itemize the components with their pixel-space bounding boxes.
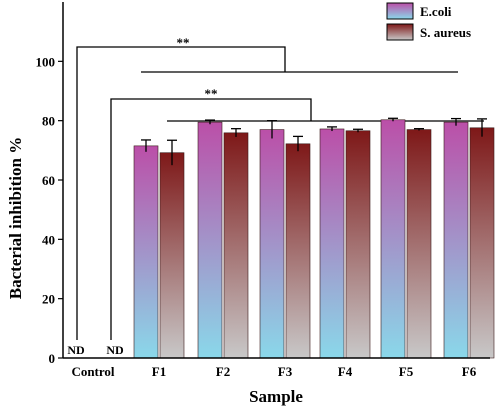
bar-ecoli [197,121,223,359]
bar-saureus [223,132,249,359]
x-tick-label: Control [71,364,114,379]
bar-ecoli [133,145,159,359]
bar-saureus [159,152,185,359]
legend-swatch-ecoli [386,2,414,20]
y-tick-label: 100 [36,54,56,69]
y-axis-title: Bacterial inhibition % [6,137,25,299]
x-axis-title: Sample [249,387,303,406]
y-tick-label: 60 [42,173,55,188]
y-tick-label: 40 [42,232,55,247]
bar-saureus [406,129,432,359]
nd-label: ND [67,343,85,357]
y-tick-label: 80 [42,114,55,129]
bar-saureus [469,127,495,359]
bar-saureus [345,130,371,359]
axes-layer: 0 20 40 60 80 100 Control F1 F2 F3 F4 F5 F6 [36,2,490,379]
legend-label-saureus: S. aureus [420,25,471,40]
significance-brackets: ** ** [76,35,484,340]
x-tick-label: F2 [216,364,230,379]
nd-label: ND [106,343,124,357]
significance-bracket-1 [76,46,286,340]
x-tick-label: F6 [462,364,477,379]
x-tick-label: F3 [278,364,293,379]
bars-layer: ND ND [67,117,495,359]
bar-ecoli [259,129,285,359]
legend-label-ecoli: E.coli [420,4,452,19]
bar-saureus [285,143,311,359]
legend: E.coli S. aureus [386,2,471,41]
bar-ecoli [380,119,406,359]
x-tick-label: F5 [399,364,414,379]
x-tick-label: F1 [152,364,166,379]
bar-ecoli [443,121,469,359]
bar-ecoli [319,128,345,359]
y-tick-label: 0 [49,351,56,366]
legend-swatch-saureus [386,23,414,41]
significance-label: ** [205,86,218,101]
x-tick-label: F4 [338,364,353,379]
significance-bracket-2 [110,98,312,340]
significance-label: ** [177,35,190,50]
y-tick-label: 20 [42,292,55,307]
